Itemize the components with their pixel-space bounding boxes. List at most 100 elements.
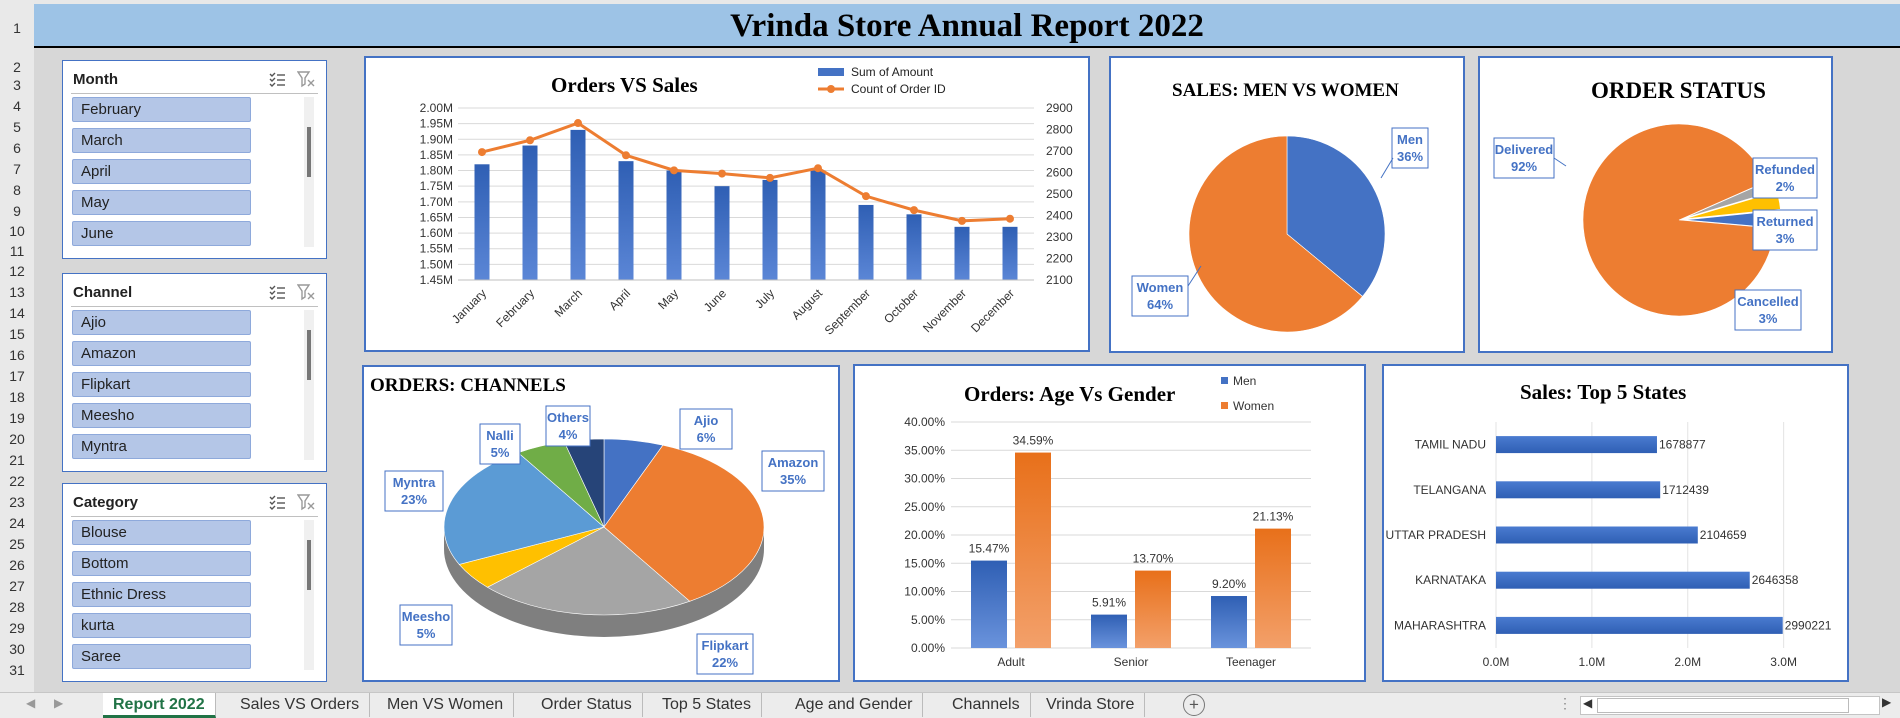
row-number[interactable]: 15 [9,326,25,342]
row-number[interactable]: 20 [9,431,25,447]
scroll-left-icon[interactable]: ◀ [1583,696,1593,710]
row-number[interactable]: 29 [9,620,25,636]
y-tick-right: 2900 [1046,101,1073,115]
slicer-scroll-thumb[interactable] [307,330,311,380]
slicer-item[interactable]: Bottom [72,551,251,576]
multi-select-icon[interactable] [268,493,286,511]
row-number[interactable]: 10 [9,223,25,239]
sheet-tab[interactable]: Men VS Women [377,693,515,717]
row-number[interactable]: 30 [9,641,25,657]
sheet-tab[interactable]: Order Status [531,693,643,717]
row-number[interactable]: 23 [9,494,25,510]
slicer-item[interactable]: Meesho [72,403,251,428]
row-number[interactable]: 26 [9,557,25,573]
clear-filter-icon[interactable] [296,283,315,301]
row-number[interactable]: 21 [9,452,25,468]
slicer-scrollbar[interactable] [304,310,314,460]
horizontal-scrollbar[interactable]: ◀ [1580,696,1880,715]
slicer-item[interactable]: Ethnic Dress [72,582,251,607]
state-value-label: 1678877 [1659,438,1706,452]
order-status-panel[interactable]: ORDER STATUS Delivered 92% Refunded 2% Retur… [1478,56,1833,353]
row-number[interactable]: 17 [9,368,25,384]
row-number[interactable]: 5 [13,119,21,135]
sheet-tab[interactable]: Age and Gender [785,693,924,717]
row-number[interactable]: 27 [9,578,25,594]
delivered-label-box [1493,137,1555,179]
sales-bar [666,170,682,280]
row-number[interactable]: 18 [9,389,25,405]
row-number[interactable]: 9 [13,203,21,219]
sheet-tab[interactable]: Sales VS Orders [230,693,371,717]
slicer-title: Category [73,494,139,511]
slicer-item[interactable]: Blouse [72,520,251,545]
row-number[interactable]: 14 [9,305,25,321]
orders-vs-sales-panel[interactable]: Orders VS Sales 2.00M 1.95M 1.90M 1.85M 1.80… [364,56,1090,352]
row-number[interactable]: 28 [9,599,25,615]
row-number[interactable]: 3 [13,77,21,93]
add-sheet-icon[interactable]: + [1183,694,1205,716]
row-number[interactable]: 16 [9,347,25,363]
row-number[interactable]: 19 [9,410,25,426]
scroll-right-icon[interactable]: ▶ [1882,695,1892,709]
slicer-item[interactable]: Myntra [72,434,251,459]
age-vs-gender-title: Orders: Age Vs Gender [964,382,1176,406]
slicer-item[interactable]: Saree [72,644,251,669]
slicer-item[interactable]: kurta [72,613,251,638]
row-number[interactable]: 11 [9,243,25,259]
top-5-states-panel[interactable]: Sales: Top 5 States 0.0M 1.0M 2.0M 3.0M 1678… [1382,364,1849,682]
row-number[interactable]: 4 [13,98,21,114]
slicer-item[interactable]: Ajio [72,310,251,335]
slicer-scroll-thumb[interactable] [307,540,311,590]
slicer-month[interactable]: Month February March April May June [62,60,327,259]
slicer-item[interactable]: February [72,97,251,122]
slicer-scrollbar[interactable] [304,520,314,670]
x-tick-label: January [449,286,489,326]
slicer-item[interactable]: Flipkart [72,372,251,397]
row-number[interactable]: 31 [9,662,25,678]
row-number[interactable]: 6 [13,140,21,156]
slicer-item[interactable]: April [72,159,251,184]
clear-filter-icon[interactable] [296,70,315,88]
slicer-item[interactable]: March [72,128,251,153]
slicer-item[interactable]: Amazon [72,341,251,366]
slicer-scrollbar[interactable] [304,97,314,247]
age-vs-gender-panel[interactable]: Orders: Age Vs Gender 40.00% 35.00% 30.00%… [853,364,1366,682]
row-number[interactable]: 2 [13,59,21,75]
sales-bar [954,226,970,280]
row-number[interactable]: 12 [9,263,25,279]
row-number[interactable]: 22 [9,473,25,489]
orders-channels-panel[interactable]: ORDERS: CHANNELS Ajio 6% Amazon 35% Flipkart… [362,365,840,682]
slicer-item[interactable]: May [72,190,251,215]
others-label-text: Others [547,410,589,425]
flipkart-slice [486,526,691,616]
top-5-states-title: Sales: Top 5 States [1520,380,1687,404]
row-number[interactable]: 8 [13,182,21,198]
sheet-tab[interactable]: Report 2022 [103,693,216,718]
multi-select-icon[interactable] [268,283,286,301]
scroll-tabs-right-icon[interactable]: ▶ [54,696,64,710]
slicer-channel[interactable]: Channel Ajio Amazon Flipkart Meesho Myntra [62,273,327,472]
sheet-tab[interactable]: Vrinda Store [1036,693,1146,717]
x-tick-label: December [968,286,1017,335]
row-number[interactable]: 1 [13,20,21,36]
sheet-tab[interactable]: Channels [942,693,1031,717]
slicer-category[interactable]: Category Blouse Bottom Ethnic Dress kurta Sar… [62,483,327,682]
scroll-tabs-left-icon[interactable]: ◀ [26,696,36,710]
y-tick: 5.00% [911,613,945,627]
row-number[interactable]: 25 [9,536,25,552]
myntra-label-text: Myntra [393,475,436,490]
row-number[interactable]: 7 [13,161,21,177]
orders-line [481,121,1011,223]
row-number[interactable]: 24 [9,515,25,531]
sheet-tab[interactable]: Top 5 States [652,693,762,717]
y-tick-right: 2600 [1046,166,1073,180]
men-vs-women-panel[interactable]: SALES: MEN VS WOMEN Men 36% Women 64% [1109,56,1465,353]
clear-filter-icon[interactable] [296,493,315,511]
orders-point [526,136,534,145]
multi-select-icon[interactable] [268,70,286,88]
scrollbar-thumb[interactable] [1597,698,1849,713]
slicer-item[interactable]: June [72,221,251,246]
tab-split-handle-icon[interactable]: ⋮ [1558,695,1572,711]
row-number[interactable]: 13 [9,284,25,300]
slicer-scroll-thumb[interactable] [307,127,311,177]
